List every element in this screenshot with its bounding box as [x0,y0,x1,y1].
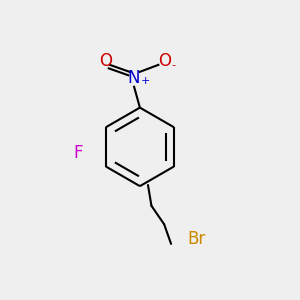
Text: F: F [74,144,83,162]
Text: O: O [99,52,112,70]
Text: N: N [128,69,140,87]
Text: +: + [141,76,150,86]
Text: -: - [172,60,176,70]
Text: Br: Br [187,230,206,248]
Text: O: O [158,52,171,70]
